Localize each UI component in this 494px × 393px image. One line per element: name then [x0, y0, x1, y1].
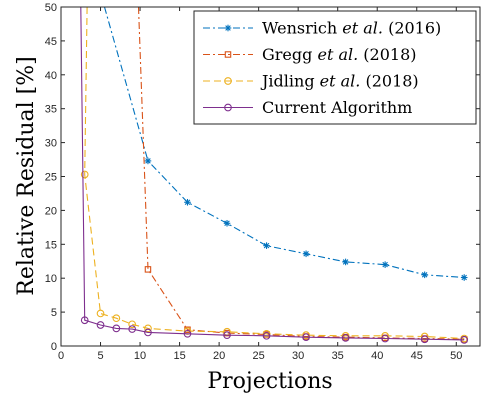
y-tick-label: 0 [51, 341, 57, 353]
legend-marker [224, 77, 232, 85]
data-point [144, 328, 152, 337]
y-tick-label: 10 [45, 273, 57, 285]
y-tick-label: 15 [45, 239, 57, 251]
data-point [262, 331, 271, 340]
series-layer [80, 7, 469, 344]
legend-label-part: Current Algorithm [262, 98, 412, 117]
data-point [183, 327, 192, 335]
legend-entry: Jidling et al. (2018) [203, 72, 419, 91]
x-axis: 0 5 10 15 20 25 30 35 40 45 50 [58, 7, 462, 362]
data-point [302, 250, 310, 258]
data-point [128, 320, 137, 329]
data-point [263, 242, 270, 249]
legend-label: Current Algorithm [262, 98, 412, 117]
x-tick-label: 5 [97, 350, 103, 362]
legend-label-part: (2018) [360, 72, 418, 91]
data-point [144, 266, 152, 273]
y-tick-label: 35 [45, 104, 57, 116]
legend-label-italic: et al. [317, 45, 358, 64]
legend-label-part: (2016) [383, 19, 441, 38]
legend-entry: Gregg et al. (2018) [203, 45, 417, 64]
x-tick-label: 20 [213, 350, 225, 362]
legend-entry: Current Algorithm [203, 98, 412, 117]
data-point [128, 325, 137, 333]
data-point [381, 261, 389, 268]
data-point [144, 157, 152, 165]
data-point [381, 334, 389, 343]
data-point [223, 331, 231, 340]
data-point [420, 332, 429, 341]
x-tick-label: 45 [411, 350, 423, 362]
legend-label-part: Jidling [260, 72, 320, 91]
legend-label-italic: et al. [320, 72, 361, 91]
legend-label: Gregg et al. (2018) [262, 45, 417, 64]
y-axis-label: Relative Residual [%] [14, 56, 39, 295]
legend-label: Jidling et al. (2018) [260, 72, 419, 91]
legend-marker [224, 103, 232, 112]
data-point [96, 321, 105, 329]
series-line [80, 7, 465, 341]
data-point [341, 331, 350, 340]
data-point [421, 271, 428, 279]
data-point [112, 324, 121, 333]
y-axis: 0 5 10 15 20 25 30 35 40 45 50 [45, 2, 480, 353]
series-line [84, 7, 465, 340]
data-point [381, 331, 389, 340]
x-tick-label: 10 [134, 350, 146, 362]
x-tick-label: 0 [58, 350, 64, 362]
legend-marker [224, 51, 232, 58]
data-point [342, 258, 349, 266]
data-point [302, 331, 310, 340]
legend-label: Wensrich et al. (2016) [262, 19, 441, 38]
legend: Wensrich et al. (2016) Gregg et al. (2018… [193, 10, 477, 125]
legend-marker [224, 24, 232, 32]
x-tick-label: 15 [173, 350, 185, 362]
data-point [302, 333, 310, 342]
data-point [112, 314, 121, 323]
y-tick-label: 45 [45, 36, 57, 48]
series-3 [80, 7, 469, 344]
y-tick-label: 40 [45, 70, 57, 82]
legend-label-part: Wensrich [262, 19, 342, 38]
data-point [420, 335, 429, 344]
x-tick-label: 50 [450, 350, 462, 362]
x-axis-label: Projections [207, 369, 332, 393]
y-tick-label: 5 [51, 307, 57, 319]
y-tick-label: 50 [45, 2, 57, 14]
x-tick-label: 35 [332, 350, 344, 362]
data-point [144, 324, 152, 333]
data-point [223, 219, 231, 227]
legend-label-italic: et al. [342, 19, 383, 38]
x-tick-label: 25 [253, 350, 265, 362]
data-point [80, 170, 89, 179]
legend-label-part: (2018) [358, 45, 416, 64]
x-tick-label: 30 [292, 350, 304, 362]
data-point [460, 274, 468, 281]
x-tick-label: 40 [371, 350, 383, 362]
data-point [183, 329, 192, 338]
data-point [460, 336, 469, 344]
data-point [262, 329, 271, 338]
legend-box [193, 10, 477, 125]
y-tick-label: 25 [45, 172, 57, 184]
data-point [96, 309, 105, 318]
data-point [80, 316, 89, 325]
y-tick-label: 20 [45, 205, 57, 217]
data-point [341, 334, 350, 342]
y-tick-label: 30 [45, 138, 57, 150]
series-0 [103, 7, 468, 281]
data-point [184, 198, 191, 206]
legend-label-part: Gregg [262, 45, 317, 64]
legend-entry: Wensrich et al. (2016) [203, 19, 441, 38]
